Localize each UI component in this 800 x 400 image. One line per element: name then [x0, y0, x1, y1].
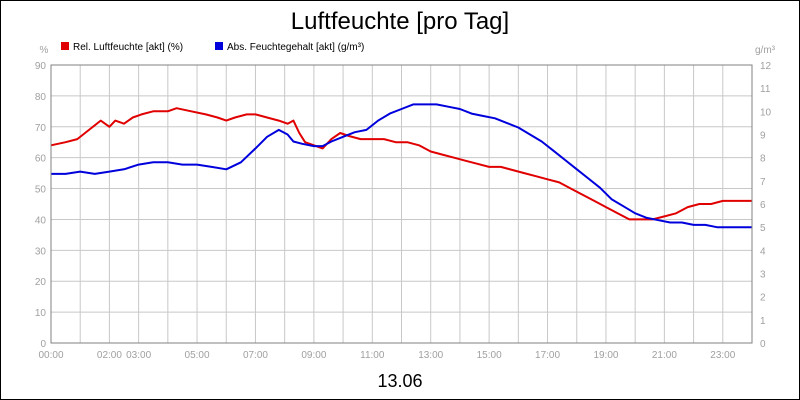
- left-tick-label: 50: [35, 185, 47, 196]
- right-tick-label: 10: [760, 107, 772, 118]
- left-tick-label: 20: [35, 277, 47, 288]
- left-tick-label: 80: [35, 92, 47, 103]
- date-label: 13.06: [377, 371, 422, 391]
- right-tick-label: 5: [760, 223, 766, 234]
- x-tick-label: 02:00: [97, 350, 122, 361]
- left-tick-label: 40: [35, 215, 47, 226]
- right-tick-label: 8: [760, 154, 766, 165]
- plot-border: [50, 64, 753, 344]
- right-tick-label: 1: [760, 316, 766, 327]
- x-tick-label: 19:00: [593, 350, 618, 361]
- left-axis-ticks: 0 10 20 30 40 50 60 70 80 90: [35, 61, 47, 350]
- right-tick-label: 7: [760, 177, 766, 188]
- chart-title: Luftfeuchte [pro Tag]: [291, 8, 509, 35]
- x-tick-label: 15:00: [477, 350, 502, 361]
- x-tick-label: 17:00: [535, 350, 560, 361]
- right-tick-label: 3: [760, 270, 766, 281]
- left-axis-unit: %: [40, 45, 49, 56]
- left-tick-label: 0: [40, 339, 46, 350]
- series-layer: [50, 103, 752, 229]
- series-line-rel-humidity: [50, 107, 752, 221]
- right-tick-label: 11: [760, 84, 771, 95]
- right-tick-label: 4: [760, 246, 766, 257]
- x-tick-label: 21:00: [652, 350, 677, 361]
- series-line-abs-humidity: [51, 103, 752, 229]
- x-tick-label: 07:00: [243, 350, 268, 361]
- right-axis-unit: g/m³: [755, 45, 776, 56]
- x-tick-label: 03:00: [126, 350, 151, 361]
- legend-swatch-abs: [215, 42, 223, 50]
- left-tick-label: 70: [35, 123, 47, 134]
- x-tick-label: 09:00: [301, 350, 326, 361]
- right-tick-label: 0: [760, 339, 766, 350]
- grid: [50, 64, 753, 344]
- left-tick-label: 60: [35, 154, 47, 165]
- x-tick-label: 00:00: [38, 350, 63, 361]
- x-tick-label: 05:00: [185, 350, 210, 361]
- legend-swatch-rel: [61, 42, 69, 50]
- right-tick-label: 9: [760, 131, 766, 142]
- x-axis-ticks: 00:00 02:00 03:00 05:00 07:00 09:00 11:00 13:00…: [38, 350, 735, 361]
- legend: Rel. Luftfeuchte [akt] (%) Abs. Feuchteg…: [61, 42, 364, 53]
- x-tick-label: 11:00: [360, 350, 385, 361]
- right-tick-label: 12: [760, 61, 772, 72]
- left-tick-label: 10: [35, 308, 47, 319]
- left-tick-label: 90: [35, 61, 47, 72]
- legend-label-rel: Rel. Luftfeuchte [akt] (%): [73, 42, 183, 53]
- legend-label-abs: Abs. Feuchtegehalt [akt] (g/m³): [227, 42, 364, 53]
- left-tick-label: 30: [35, 246, 47, 257]
- x-tick-label: 23:00: [710, 350, 735, 361]
- x-tick-label: 13:00: [418, 350, 443, 361]
- right-tick-label: 2: [760, 293, 766, 304]
- right-tick-label: 6: [760, 200, 766, 211]
